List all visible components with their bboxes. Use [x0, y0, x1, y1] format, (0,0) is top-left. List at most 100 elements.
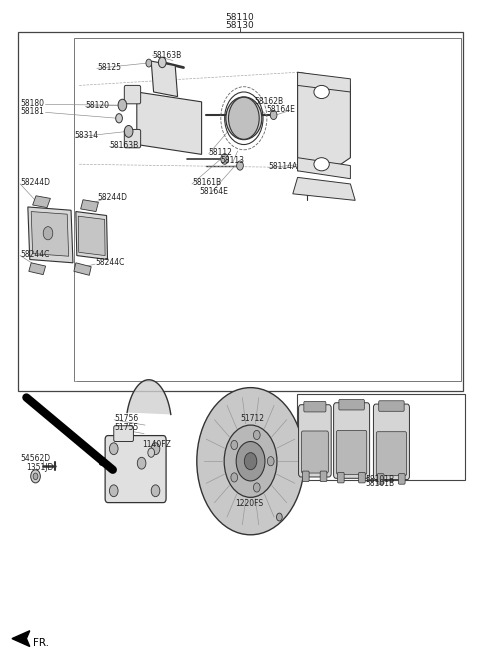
Bar — [18, 32, 463, 391]
Text: 58114A: 58114A — [269, 162, 298, 171]
Text: 58125: 58125 — [97, 62, 121, 72]
Text: 58180: 58180 — [20, 99, 44, 108]
Text: 51712: 51712 — [240, 414, 264, 423]
FancyBboxPatch shape — [114, 426, 133, 442]
Circle shape — [43, 227, 53, 240]
Circle shape — [137, 457, 146, 469]
Polygon shape — [76, 212, 108, 260]
Circle shape — [118, 99, 127, 111]
FancyBboxPatch shape — [304, 401, 326, 412]
Text: 1140FZ: 1140FZ — [142, 440, 171, 449]
FancyBboxPatch shape — [302, 471, 309, 482]
Text: 58120: 58120 — [85, 101, 109, 110]
Circle shape — [148, 448, 155, 457]
Circle shape — [33, 473, 38, 480]
Polygon shape — [151, 61, 178, 97]
Circle shape — [151, 485, 160, 497]
FancyBboxPatch shape — [337, 472, 344, 483]
FancyBboxPatch shape — [124, 129, 141, 148]
Polygon shape — [74, 263, 91, 275]
FancyBboxPatch shape — [336, 430, 367, 474]
Circle shape — [244, 453, 257, 470]
Text: 58161B: 58161B — [192, 178, 221, 187]
Circle shape — [267, 457, 274, 466]
Text: 58162B: 58162B — [254, 97, 284, 106]
Circle shape — [231, 473, 238, 482]
FancyBboxPatch shape — [376, 432, 407, 476]
FancyBboxPatch shape — [320, 471, 327, 482]
Polygon shape — [298, 72, 350, 171]
Text: 58130: 58130 — [226, 21, 254, 30]
FancyBboxPatch shape — [334, 403, 370, 478]
Circle shape — [151, 443, 160, 455]
Circle shape — [109, 443, 118, 455]
FancyBboxPatch shape — [124, 85, 141, 104]
Polygon shape — [293, 177, 355, 200]
Text: 1351JD: 1351JD — [26, 463, 54, 472]
Text: 51755: 51755 — [114, 422, 139, 432]
Polygon shape — [31, 212, 69, 256]
Polygon shape — [81, 200, 98, 212]
FancyBboxPatch shape — [301, 431, 328, 473]
Circle shape — [124, 125, 133, 137]
Text: FR.: FR. — [33, 637, 48, 648]
Polygon shape — [125, 457, 137, 483]
Text: 58244C: 58244C — [95, 258, 124, 267]
Circle shape — [231, 440, 238, 449]
FancyBboxPatch shape — [377, 474, 384, 484]
Text: 58101B: 58101B — [366, 475, 395, 484]
FancyBboxPatch shape — [398, 474, 405, 484]
Circle shape — [236, 442, 265, 481]
Text: 58112: 58112 — [209, 148, 233, 157]
FancyBboxPatch shape — [379, 401, 404, 411]
Circle shape — [109, 485, 118, 497]
Circle shape — [253, 483, 260, 492]
Text: 58164E: 58164E — [199, 187, 228, 196]
Text: 58244D: 58244D — [97, 193, 127, 202]
FancyBboxPatch shape — [339, 399, 364, 410]
Circle shape — [158, 57, 166, 68]
Bar — [74, 38, 461, 381]
Text: 58163B: 58163B — [153, 51, 182, 60]
Circle shape — [146, 59, 152, 67]
FancyBboxPatch shape — [105, 436, 166, 503]
Text: 58244D: 58244D — [20, 178, 50, 187]
FancyBboxPatch shape — [373, 404, 409, 480]
Polygon shape — [28, 207, 73, 263]
Polygon shape — [78, 216, 105, 256]
Circle shape — [253, 430, 260, 440]
Text: 58101B: 58101B — [366, 479, 395, 488]
Text: 51756: 51756 — [114, 414, 139, 423]
Circle shape — [197, 388, 304, 535]
Bar — [297, 394, 465, 480]
Polygon shape — [127, 380, 171, 415]
Text: 58163B: 58163B — [109, 141, 139, 150]
Circle shape — [224, 425, 277, 497]
Circle shape — [116, 114, 122, 123]
Text: 58164E: 58164E — [266, 105, 295, 114]
Polygon shape — [137, 92, 202, 154]
Text: 58110: 58110 — [226, 12, 254, 22]
Text: 1220FS: 1220FS — [235, 499, 264, 508]
Ellipse shape — [314, 85, 329, 99]
FancyBboxPatch shape — [299, 405, 331, 477]
Text: 58314: 58314 — [74, 131, 98, 141]
Circle shape — [270, 110, 277, 120]
Text: 54562D: 54562D — [20, 454, 50, 463]
Circle shape — [31, 470, 40, 483]
Circle shape — [221, 154, 228, 164]
Ellipse shape — [314, 158, 329, 171]
Text: 58244C: 58244C — [20, 250, 49, 259]
Text: 58113: 58113 — [221, 156, 245, 166]
Polygon shape — [12, 631, 30, 646]
Circle shape — [237, 161, 243, 170]
FancyBboxPatch shape — [359, 472, 365, 483]
Polygon shape — [298, 158, 350, 179]
Text: 58181: 58181 — [20, 106, 44, 116]
Polygon shape — [33, 196, 50, 208]
Polygon shape — [298, 72, 350, 92]
Ellipse shape — [226, 97, 262, 140]
Circle shape — [228, 97, 259, 139]
Polygon shape — [29, 263, 46, 275]
Circle shape — [276, 513, 282, 521]
